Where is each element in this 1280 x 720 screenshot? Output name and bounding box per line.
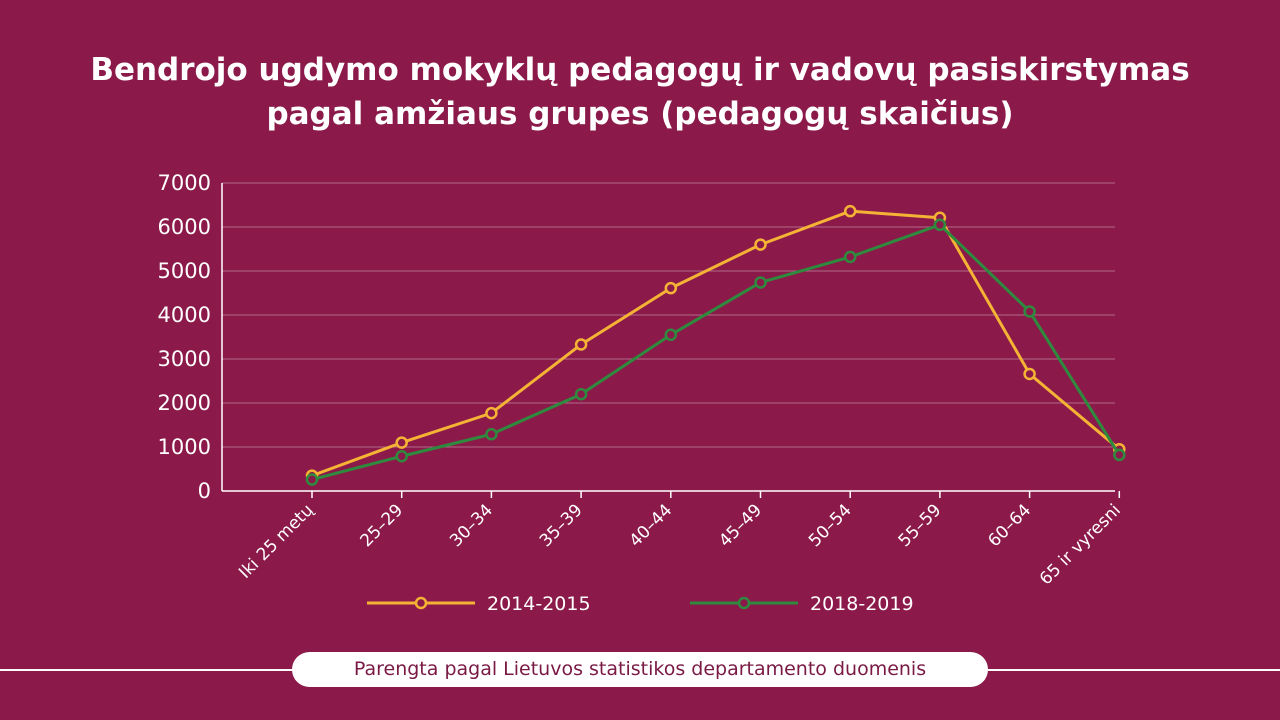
data-point (754, 276, 767, 289)
data-point (754, 238, 767, 251)
data-point (1113, 448, 1126, 462)
series-line (311, 223, 1121, 482)
data-point (1023, 305, 1036, 318)
series-2018-2019 (305, 218, 1126, 486)
x-tick-labels: Iki 25 metų 25–29 30–34 35–39 40–44 45–49 50–5… (235, 500, 1125, 589)
y-tick-labels: 0 1000 2000 3000 4000 5000 6000 7000 (158, 171, 211, 503)
y-tick-label: 2000 (158, 391, 211, 415)
legend-label: 2014-2015 (487, 593, 591, 615)
y-tick-label: 7000 (158, 171, 211, 195)
axes (221, 183, 1121, 498)
data-point (1023, 367, 1036, 381)
x-tick-label: 35–39 (536, 500, 587, 551)
series (305, 204, 1126, 486)
x-tick-label: 65 ir vyresni (1036, 500, 1125, 589)
legend-item-2014-2015[interactable]: 2014-2015 (367, 593, 591, 615)
data-point (933, 218, 947, 232)
legend-item-2018-2019[interactable]: 2018-2019 (690, 593, 914, 615)
chart-title-line2: pagal amžiaus grupes (pedagogų skaičius) (266, 96, 1014, 132)
legend[interactable]: 2014-2015 2018-2019 (367, 593, 914, 615)
legend-marker (737, 596, 751, 610)
data-point (395, 449, 408, 463)
data-point (305, 473, 319, 486)
source-note: Parengta pagal Lietuvos statistikos depa… (292, 652, 988, 687)
y-tick-label: 6000 (158, 215, 211, 239)
data-point (574, 338, 588, 351)
chart-title-line1: Bendrojo ugdymo mokyklų pedagogų ir vado… (90, 52, 1190, 88)
x-tick-label: 40–44 (626, 500, 677, 551)
y-tick-label: 0 (198, 479, 211, 503)
series-line (311, 209, 1121, 478)
data-point (485, 406, 498, 420)
data-point (664, 328, 678, 342)
x-tick-label: 50–54 (805, 500, 856, 551)
y-tick-label: 4000 (158, 303, 211, 327)
y-tick-label: 3000 (158, 347, 211, 371)
grid-lines (222, 182, 1115, 448)
chart-title: Bendrojo ugdymo mokyklų pedagogų ir vado… (0, 48, 1280, 136)
data-point (395, 436, 408, 449)
x-tick-label: 60–64 (984, 500, 1035, 551)
x-tick-label: 45–49 (715, 500, 766, 551)
legend-label: 2018-2019 (810, 593, 914, 615)
x-tick-label: 55–59 (895, 500, 946, 551)
x-tick-label: 25–29 (356, 500, 407, 551)
legend-marker (414, 596, 428, 610)
data-point (843, 250, 857, 264)
x-tick-label: Iki 25 metų (235, 500, 318, 583)
y-tick-label: 5000 (158, 259, 211, 283)
data-point (574, 387, 588, 401)
data-point (485, 427, 498, 441)
data-point (664, 281, 678, 295)
series-2014-2015 (305, 204, 1126, 482)
x-tick-label: 30–34 (446, 500, 497, 551)
y-tick-label: 1000 (158, 435, 211, 459)
data-point (843, 204, 857, 218)
